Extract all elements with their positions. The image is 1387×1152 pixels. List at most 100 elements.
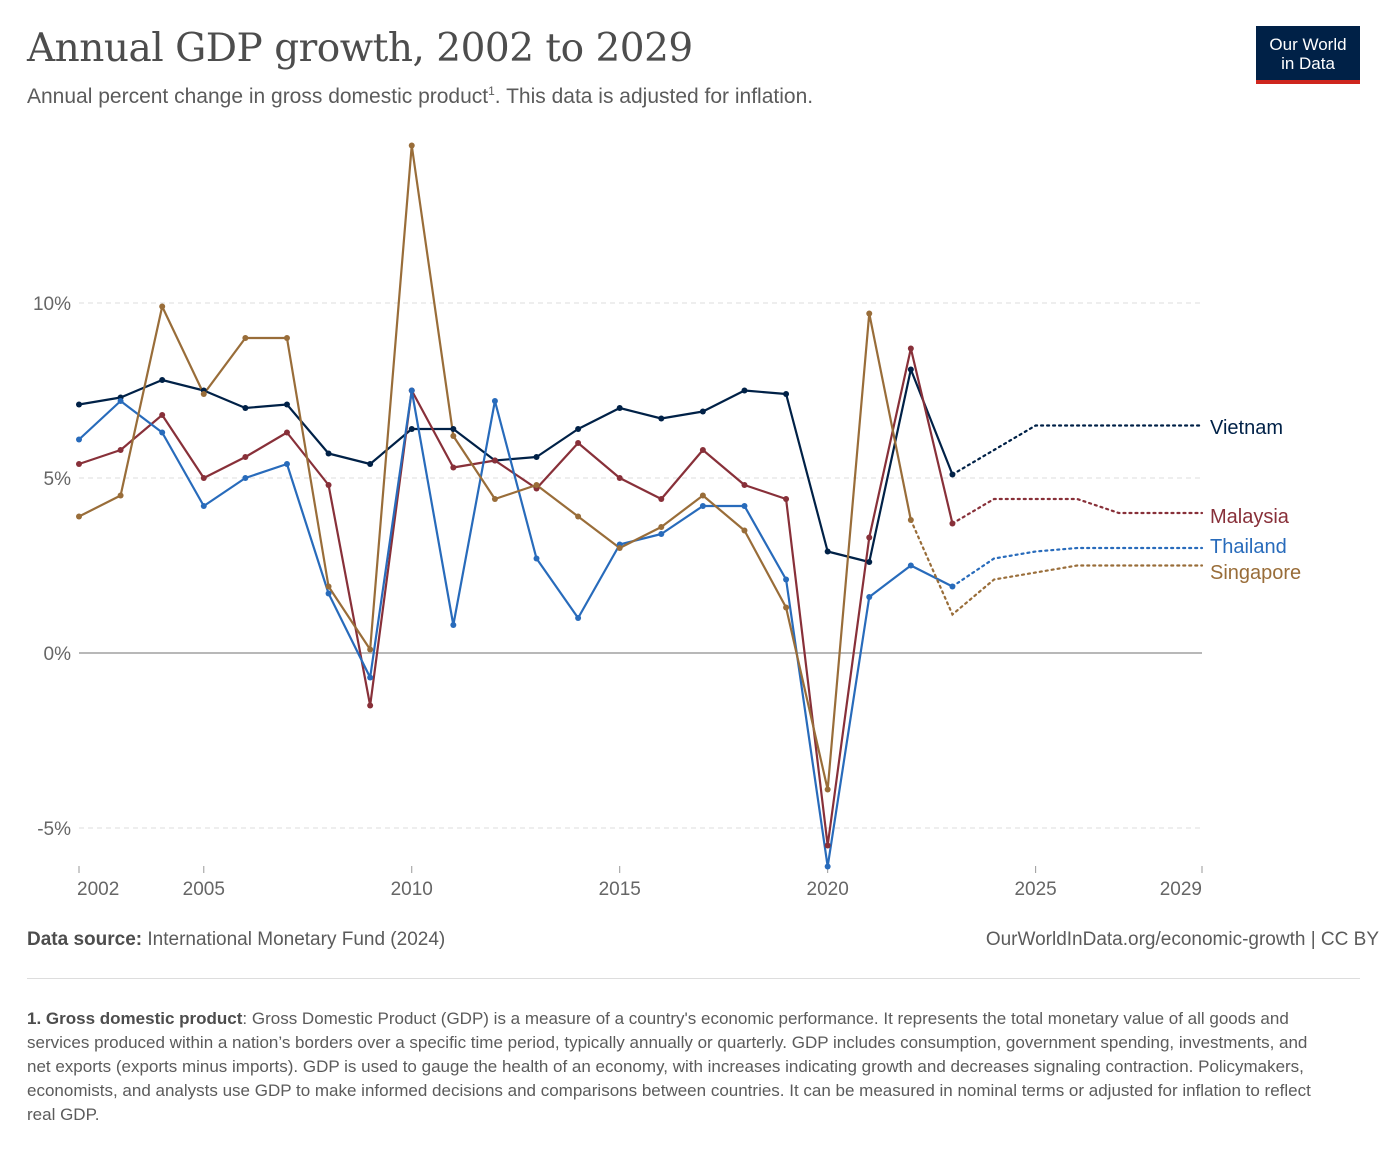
data-point: [325, 583, 332, 590]
y-tick-label: 5%: [44, 469, 72, 490]
data-point: [242, 335, 249, 341]
data-point: [242, 405, 249, 411]
footnote: 1. Gross domestic product: Gross Domesti…: [27, 1007, 1317, 1127]
series-projection-vietnam: [951, 424, 1204, 476]
data-point: [533, 555, 540, 562]
y-axis-ticks: -5% 0% 5% 10%: [33, 294, 71, 840]
data-point: [866, 534, 873, 541]
data-point: [200, 503, 207, 509]
series-projection-singapore: [909, 518, 1204, 617]
data-point: [159, 303, 166, 310]
data-point: [949, 520, 956, 527]
data-point: [575, 440, 582, 446]
x-tick-label: 2020: [807, 879, 849, 900]
series-projection-thailand: [951, 546, 1204, 588]
data-point: [783, 391, 790, 397]
y-tick-label: -5%: [37, 819, 71, 840]
data-point: [783, 576, 790, 583]
data-point: [450, 464, 457, 471]
subtitle-text: Annual percent change in gross domestic …: [27, 85, 489, 108]
data-point: [824, 786, 831, 793]
data-point: [491, 457, 498, 464]
data-point: [159, 429, 166, 436]
data-point: [76, 436, 82, 443]
data-point: [242, 475, 249, 481]
footnote-number: 1.: [27, 1009, 42, 1028]
y-tick-label: 0%: [44, 644, 72, 665]
data-point: [159, 412, 166, 418]
data-point: [949, 583, 956, 590]
series-lines: [78, 144, 1204, 868]
source-text[interactable]: International Monetary Fund (2024): [147, 929, 446, 950]
footnote-term: 1. Gross domestic product: [27, 1009, 242, 1028]
data-point: [242, 454, 249, 460]
data-point: [408, 426, 415, 432]
series-line-singapore: [78, 144, 912, 791]
data-point: [699, 492, 706, 499]
x-axis: 2002 2005 2010 2015 2020 2025 2029: [77, 866, 1203, 900]
series-points: [76, 142, 956, 870]
data-point: [325, 450, 332, 457]
data-point: [533, 454, 540, 460]
data-point: [325, 590, 332, 597]
logo-line-2: in Data: [1281, 54, 1335, 73]
data-point: [949, 471, 956, 478]
data-point: [616, 475, 623, 481]
x-tick-label: 2005: [183, 879, 225, 900]
footnote-term-text: Gross domestic product: [45, 1009, 243, 1028]
data-point: [907, 562, 914, 569]
data-point: [491, 398, 498, 404]
data-point: [616, 405, 623, 411]
data-point: [575, 513, 582, 520]
series-label-vietnam: Vietnam: [1210, 417, 1283, 439]
data-point: [741, 387, 748, 394]
data-point: [408, 387, 415, 394]
x-tick-label: 2025: [1014, 879, 1056, 900]
series-line-vietnam: [78, 368, 954, 564]
series-label-singapore: Singapore: [1210, 562, 1301, 584]
data-point: [783, 604, 790, 611]
subtitle-tail: . This data is adjusted for inflation.: [494, 85, 814, 108]
logo-line-1: Our World: [1269, 35, 1347, 54]
footer-divider: [27, 978, 1360, 979]
line-chart: -5%0%5%10% 2002 2005 2010 2015 2020 2025 2029 …: [33, 142, 1301, 900]
data-point: [575, 426, 582, 432]
license[interactable]: | CC BY: [1305, 929, 1379, 950]
data-point: [824, 842, 831, 849]
data-point: [741, 503, 748, 509]
data-point: [533, 482, 540, 488]
data-point: [117, 447, 124, 453]
data-point: [658, 415, 665, 422]
credit: OurWorldInData.org/economic-growth | CC …: [986, 929, 1379, 951]
data-point: [450, 622, 457, 628]
chart-subtitle: Annual percent change in gross domestic …: [27, 84, 813, 109]
owid-logo[interactable]: Our World in Data: [1256, 26, 1360, 84]
data-point: [824, 863, 831, 870]
data-point: [117, 398, 124, 404]
data-point: [866, 559, 873, 565]
x-tick-label: 2015: [599, 879, 641, 900]
data-point: [658, 531, 665, 537]
data-point: [491, 496, 498, 502]
data-point: [408, 142, 415, 149]
data-point: [367, 646, 374, 653]
data-point: [283, 429, 290, 436]
x-tick-label: 2029: [1160, 879, 1202, 900]
x-tick-label: 2010: [391, 879, 433, 900]
footnote-reference[interactable]: 1: [488, 84, 495, 98]
data-point: [907, 366, 914, 373]
data-point: [76, 513, 82, 520]
y-tick-label: 10%: [33, 294, 71, 315]
data-point: [367, 702, 374, 709]
data-point: [283, 335, 290, 341]
source-url[interactable]: OurWorldInData.org/economic-growth: [985, 929, 1306, 950]
data-point: [450, 426, 457, 432]
series-line-thailand: [78, 389, 953, 868]
data-point: [200, 475, 207, 481]
data-point: [325, 482, 332, 488]
series-label-malaysia: Malaysia: [1210, 506, 1290, 528]
data-point: [741, 482, 748, 488]
data-point: [367, 674, 374, 681]
data-point: [658, 524, 665, 530]
data-point: [824, 548, 831, 555]
